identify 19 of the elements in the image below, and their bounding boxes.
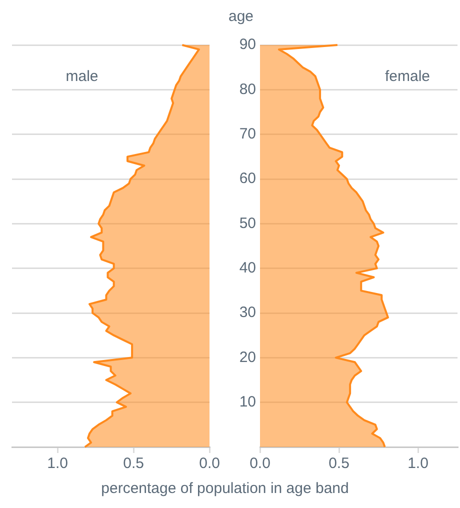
y-tick-label: 60 xyxy=(239,170,256,188)
x-tick-label: 1.0 xyxy=(408,455,428,472)
y-tick-label: 90 xyxy=(239,36,256,54)
y-axis-title: age xyxy=(228,8,254,25)
x-tick-label: 1.0 xyxy=(47,455,68,472)
x-axis-title: percentage of population in age band xyxy=(101,480,349,497)
text: female xyxy=(384,68,430,86)
y-tick-label: 10 xyxy=(239,393,256,410)
y-tick-label: 50 xyxy=(239,214,256,232)
y-tick-label: 70 xyxy=(239,125,256,142)
y-tick-label: 40 xyxy=(239,259,256,276)
x-tick-label: 0.5 xyxy=(123,455,144,472)
x-tick-label: 0.0 xyxy=(250,455,270,472)
x-tick-label: 0.5 xyxy=(328,455,350,472)
text: male xyxy=(66,68,98,86)
x-tick-label: 0.0 xyxy=(199,455,220,472)
y-tick-label: 20 xyxy=(239,348,256,366)
y-tick-label: 30 xyxy=(239,304,256,322)
y-tick-label: 80 xyxy=(239,80,256,98)
